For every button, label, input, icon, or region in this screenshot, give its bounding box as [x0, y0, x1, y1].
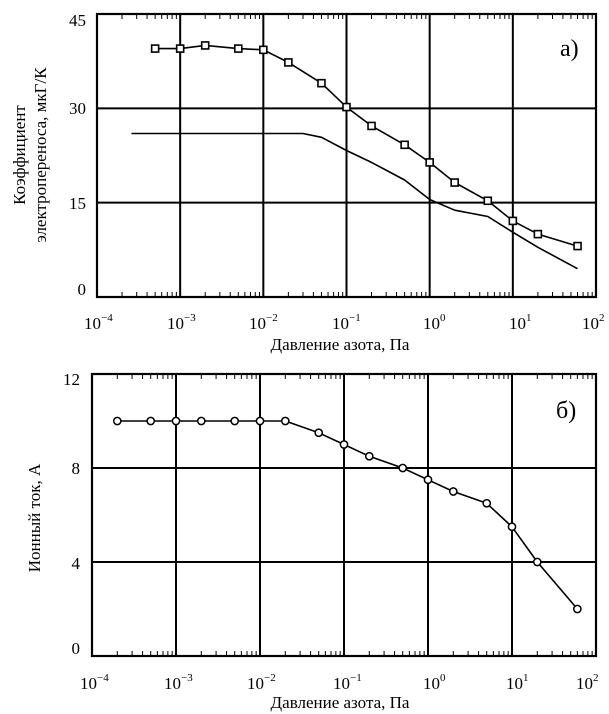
- chart-b-x-tick: 101: [506, 672, 529, 693]
- chart-b-x-tick-labels: 10−4 10−3 10−2 10−1 100 101 102: [80, 672, 599, 693]
- chart-b-x-tick: 10−4: [80, 672, 109, 693]
- chart-b-data-point: [364, 451, 374, 461]
- chart-b-x-tick: 10−2: [247, 672, 276, 693]
- chart-b-data-point: [314, 428, 324, 438]
- chart-b-data-point: [448, 487, 458, 496]
- chart-a-data-point: [450, 178, 460, 187]
- chart-a-data-point: [150, 44, 160, 53]
- chart-b-x-tick: 100: [423, 672, 446, 693]
- chart-a-data-point: [400, 140, 409, 150]
- chart-a-series-2-line: [131, 132, 578, 270]
- chart-b-y-tick: 8: [72, 459, 81, 478]
- chart-a-series: [131, 41, 582, 270]
- chart-a-x-tick: 10−4: [84, 312, 113, 333]
- chart-a-data-point: [342, 102, 351, 112]
- chart-b: 0 4 8 12 10−4 10−3 10−2 10−1 100 101 102…: [25, 370, 599, 712]
- chart-b-data-point: [507, 522, 517, 532]
- chart-a-x-tick: 10−2: [249, 312, 278, 333]
- chart-a-frame: [95, 12, 598, 299]
- chart-b-data-point: [280, 416, 290, 426]
- chart-b-data-point: [255, 416, 265, 426]
- chart-a-data-point: [573, 241, 582, 251]
- chart-a-data-point: [233, 44, 243, 53]
- chart-b-y-tick: 4: [72, 554, 81, 573]
- chart-b-frame: [90, 372, 598, 658]
- chart-a-x-tick-labels: 10−4 10−3 10−2 10−1 100 101 102: [84, 312, 605, 333]
- chart-b-x-tick: 10−1: [333, 672, 362, 693]
- chart-b-data-point: [196, 416, 206, 426]
- chart-b-x-tick: 10−3: [164, 672, 193, 693]
- chart-b-y-tick: 0: [72, 639, 81, 658]
- chart-a: 0 15 30 45 10−4 10−3 10−2 10−1 100 101 1…: [10, 11, 605, 354]
- chart-b-series: [112, 416, 582, 614]
- chart-a-y-tick: 0: [78, 280, 87, 299]
- chart-a-data-point: [533, 229, 543, 239]
- chart-a-y-axis-label-line2: электропереноса, мкГ/К: [31, 67, 50, 243]
- chart-a-data-point: [284, 58, 293, 67]
- chart-a-grid: [97, 14, 596, 297]
- chart-b-y-tick-labels: 0 4 8 12: [63, 370, 81, 658]
- chart-b-grid: [92, 374, 596, 656]
- chart-b-minor-ticks: [116, 374, 593, 656]
- chart-b-data-point: [230, 416, 240, 426]
- chart-b-data-point: [146, 416, 156, 426]
- chart-a-data-point: [200, 41, 210, 50]
- chart-a-x-tick: 101: [509, 312, 532, 333]
- chart-a-data-point: [483, 196, 493, 206]
- chart-b-data-point: [423, 475, 433, 485]
- chart-b-x-axis-label: Давление азота, Па: [271, 693, 410, 712]
- chart-a-y-tick: 45: [69, 11, 86, 30]
- chart-a-y-tick-labels: 0 15 30 45: [69, 11, 86, 299]
- chart-a-series-1-line: [155, 44, 578, 247]
- chart-b-data-point: [339, 440, 349, 449]
- chart-a-x-tick: 102: [582, 312, 605, 333]
- chart-a-data-point: [508, 216, 518, 226]
- chart-a-x-tick: 10−1: [332, 312, 361, 333]
- chart-b-data-point: [112, 416, 122, 426]
- chart-b-data-point: [171, 416, 181, 426]
- chart-a-x-tick: 100: [423, 312, 446, 333]
- chart-a-y-tick: 30: [69, 99, 86, 118]
- chart-b-data-point: [532, 557, 542, 567]
- chart-a-data-point: [425, 158, 434, 167]
- chart-a-data-point: [367, 121, 376, 131]
- chart-a-y-tick: 15: [69, 194, 86, 213]
- chart-a-data-point: [259, 45, 268, 55]
- chart-b-data-point: [573, 604, 582, 614]
- chart-b-y-axis-label: Ионный ток, А: [25, 463, 44, 572]
- chart-a-data-point: [175, 44, 185, 53]
- chart-a-y-axis-label-line1: Коэффициент: [10, 105, 29, 205]
- chart-a-data-point: [317, 78, 326, 88]
- chart-b-panel-label: б): [556, 398, 576, 424]
- chart-b-x-tick: 102: [576, 672, 599, 693]
- chart-b-data-point: [398, 463, 408, 473]
- chart-b-y-tick: 12: [63, 370, 80, 389]
- chart-a-x-tick: 10−3: [167, 312, 196, 333]
- chart-b-data-point: [482, 498, 492, 508]
- chart-a-panel-label: a): [560, 36, 579, 62]
- chart-a-x-axis-label: Давление азота, Па: [271, 335, 410, 354]
- chart-b-series-1-line: [117, 420, 579, 610]
